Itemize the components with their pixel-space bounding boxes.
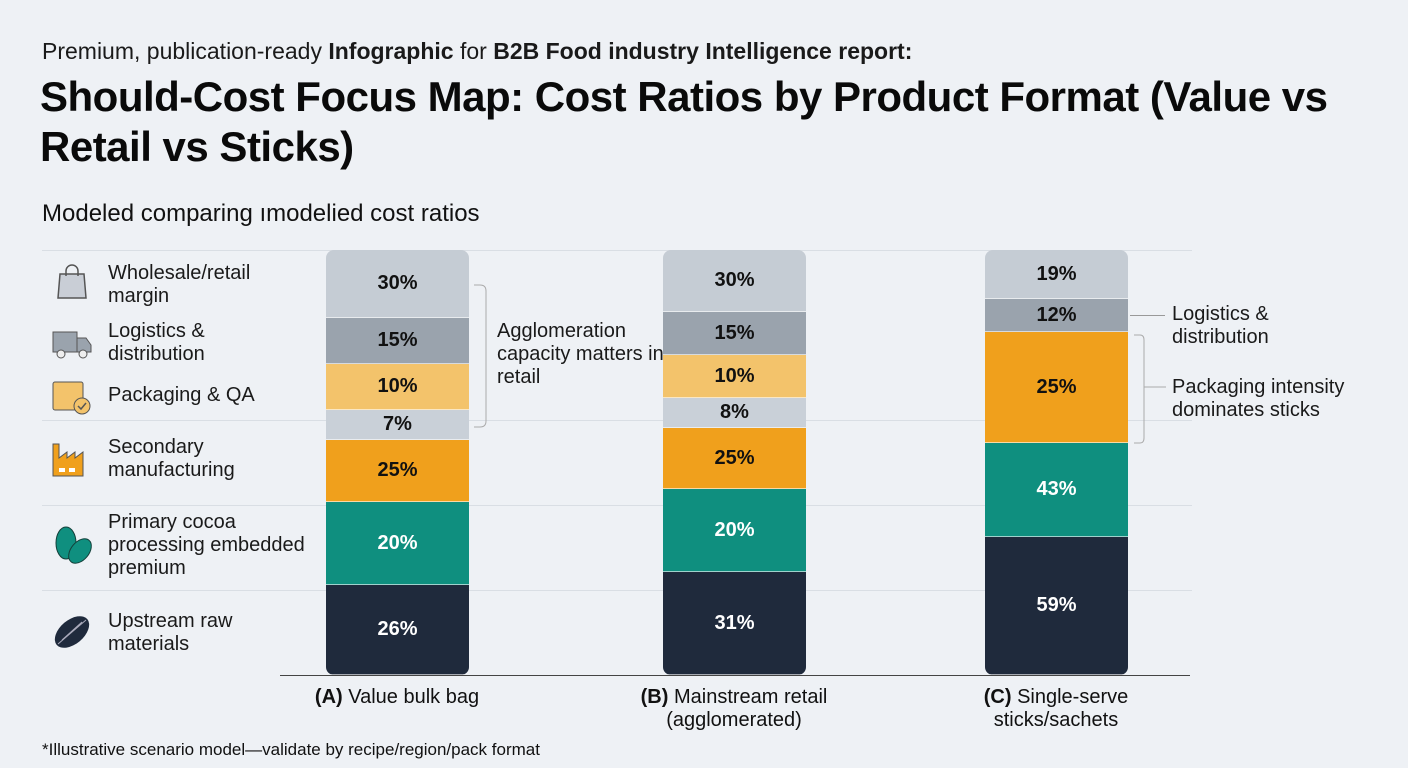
legend-label: Packaging & QA bbox=[108, 384, 255, 406]
bar-segment-margin: 19% bbox=[985, 250, 1128, 299]
bar-segment-secondary: 25% bbox=[326, 440, 469, 502]
page-title: Should-Cost Focus Map: Cost Ratios by Pr… bbox=[40, 73, 1328, 170]
bar-segment-primary: 20% bbox=[663, 489, 806, 572]
legend-label: Logistics & distribution bbox=[108, 320, 205, 365]
legend-label: Primary cocoa processing embedded premiu… bbox=[108, 511, 305, 579]
bar-segment-upstream: 59% bbox=[985, 537, 1128, 675]
bar-segment-primary: 20% bbox=[326, 502, 469, 585]
gridline bbox=[42, 590, 1192, 591]
annotation-line bbox=[1130, 315, 1165, 316]
subtitle: Modeled comparing ımodelied cost ratios bbox=[42, 200, 480, 227]
legend-label: Wholesale/retail margin bbox=[108, 262, 251, 307]
pre-title: Premium, publication-ready Infographic f… bbox=[42, 38, 913, 64]
annotation-packaging: Packaging intensity dominates sticks bbox=[1172, 376, 1345, 421]
annotation-logistics: Logistics & distribution bbox=[1172, 303, 1269, 348]
legend-label: Secondary manufacturing bbox=[108, 436, 235, 481]
factory-icon bbox=[52, 443, 84, 477]
bar-segment-packaging: 10% bbox=[663, 355, 806, 398]
footnote: *Illustrative scenario model—validate by… bbox=[42, 740, 540, 759]
annotation-agglomeration: Agglomeration capacity matters in retail bbox=[497, 320, 664, 388]
bar-segment-upstream: 26% bbox=[326, 585, 469, 675]
bar-single-serve-sticks: 19% 12% 25% 43% 59% bbox=[985, 250, 1128, 675]
bar-segment-other: 8% bbox=[663, 398, 806, 428]
package-check-icon bbox=[52, 381, 91, 415]
bar-segment-margin: 30% bbox=[326, 250, 469, 318]
bar-segment-other: 7% bbox=[326, 410, 469, 440]
gridline bbox=[42, 505, 1192, 506]
cocoa-leaves-icon bbox=[55, 526, 92, 564]
bar-segment-logistics: 12% bbox=[985, 299, 1128, 332]
bracket bbox=[1134, 334, 1166, 444]
bar-value-bulk-bag: 30% 15% 10% 7% 25% 20% 26% bbox=[326, 250, 469, 675]
bar-segment-upstream: 31% bbox=[663, 572, 806, 675]
category-label-c: (C) Single-serve sticks/sachets bbox=[983, 686, 1129, 731]
bar-segment-margin: 30% bbox=[663, 250, 806, 312]
cocoa-pod-icon bbox=[54, 616, 90, 648]
truck-icon bbox=[52, 331, 92, 359]
bar-segment-logistics: 15% bbox=[663, 312, 806, 355]
shopping-bag-icon bbox=[57, 264, 87, 299]
bar-segment-logistics: 15% bbox=[326, 318, 469, 364]
bar-segment-primary: 43% bbox=[985, 443, 1128, 537]
legend-label: Upstream raw materials bbox=[108, 610, 233, 655]
category-label-a: (A) Value bulk bag bbox=[314, 686, 480, 708]
bar-segment-secondary: 25% bbox=[985, 332, 1128, 443]
category-label-b: (B) Mainstream retail (agglomerated) bbox=[640, 686, 828, 731]
gridline bbox=[42, 250, 1192, 251]
gridline bbox=[42, 420, 1192, 421]
baseline bbox=[280, 675, 1190, 676]
bar-mainstream-retail: 30% 15% 10% 8% 25% 20% 31% bbox=[663, 250, 806, 675]
bar-segment-packaging: 10% bbox=[326, 364, 469, 410]
bracket bbox=[474, 284, 487, 428]
bar-segment-secondary: 25% bbox=[663, 428, 806, 489]
